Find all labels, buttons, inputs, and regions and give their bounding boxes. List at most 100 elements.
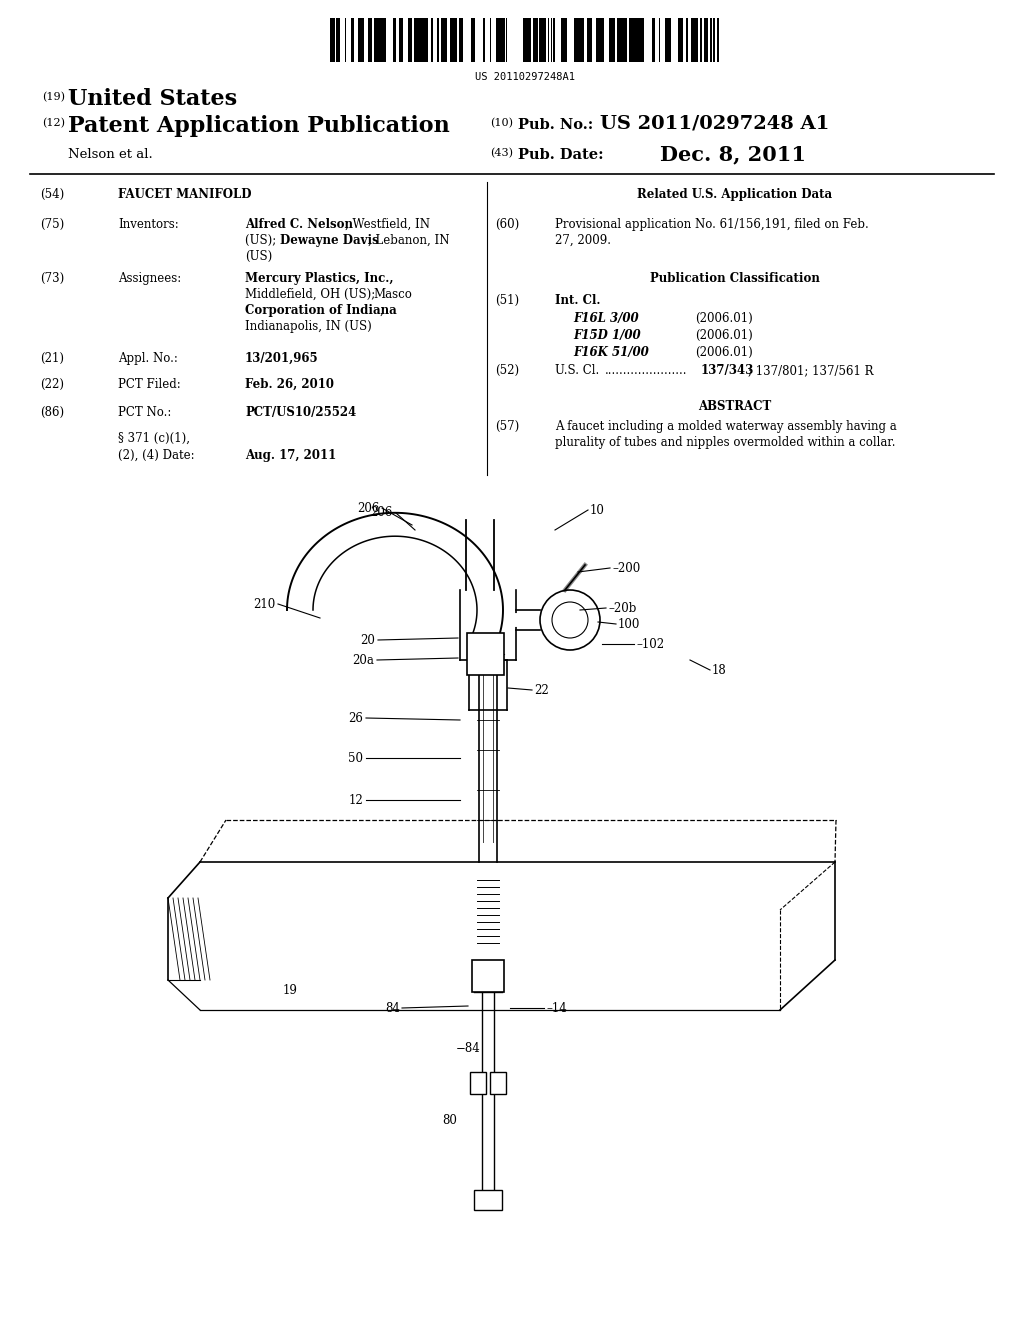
Bar bbox=[587, 18, 592, 62]
Text: (19): (19) bbox=[42, 92, 65, 103]
Bar bbox=[414, 18, 417, 62]
Text: (54): (54) bbox=[40, 187, 65, 201]
Text: –102: –102 bbox=[636, 638, 665, 651]
Text: (86): (86) bbox=[40, 407, 65, 418]
Bar bbox=[425, 18, 428, 62]
Text: A faucet including a molded waterway assembly having a: A faucet including a molded waterway ass… bbox=[555, 420, 897, 433]
Bar bbox=[539, 18, 542, 62]
Text: Aug. 17, 2011: Aug. 17, 2011 bbox=[245, 449, 336, 462]
Bar bbox=[686, 18, 688, 62]
Text: Pub. Date:: Pub. Date: bbox=[518, 148, 603, 162]
Text: –200: –200 bbox=[612, 561, 640, 574]
Bar bbox=[713, 18, 715, 62]
Text: F16L 3/00: F16L 3/00 bbox=[573, 312, 639, 325]
Bar bbox=[337, 18, 339, 62]
Bar bbox=[450, 18, 454, 62]
Bar bbox=[459, 18, 462, 62]
Text: 84: 84 bbox=[385, 1002, 400, 1015]
Bar bbox=[620, 18, 624, 62]
Text: Dec. 8, 2011: Dec. 8, 2011 bbox=[660, 144, 806, 164]
Text: 27, 2009.: 27, 2009. bbox=[555, 234, 611, 247]
Text: (2), (4) Date:: (2), (4) Date: bbox=[118, 449, 195, 462]
Text: (75): (75) bbox=[40, 218, 65, 231]
Text: 20a: 20a bbox=[352, 653, 374, 667]
Text: (52): (52) bbox=[495, 364, 519, 378]
Text: 12: 12 bbox=[348, 793, 362, 807]
Text: Provisional application No. 61/156,191, filed on Feb.: Provisional application No. 61/156,191, … bbox=[555, 218, 868, 231]
Bar bbox=[496, 18, 499, 62]
Text: 18: 18 bbox=[712, 664, 727, 676]
Text: Dewayne Davis: Dewayne Davis bbox=[280, 234, 379, 247]
Text: US 20110297248A1: US 20110297248A1 bbox=[475, 73, 575, 82]
Text: Pub. No.:: Pub. No.: bbox=[518, 117, 593, 132]
Text: ,: , bbox=[380, 304, 384, 317]
Bar bbox=[472, 960, 504, 993]
Bar bbox=[454, 18, 457, 62]
Bar bbox=[578, 18, 581, 62]
Bar bbox=[437, 18, 439, 62]
Bar bbox=[668, 18, 671, 62]
Bar bbox=[523, 18, 527, 62]
Bar bbox=[422, 18, 425, 62]
Bar bbox=[705, 18, 708, 62]
Text: ......................: ...................... bbox=[605, 364, 687, 378]
Text: ABSTRACT: ABSTRACT bbox=[698, 400, 772, 413]
Text: PCT No.:: PCT No.: bbox=[118, 407, 171, 418]
Text: Indianapolis, IN (US): Indianapolis, IN (US) bbox=[245, 319, 372, 333]
Text: Related U.S. Application Data: Related U.S. Application Data bbox=[637, 187, 833, 201]
Text: 206: 206 bbox=[371, 507, 393, 520]
Text: 20: 20 bbox=[360, 634, 375, 647]
Text: Assignees:: Assignees: bbox=[118, 272, 181, 285]
Bar bbox=[553, 18, 555, 62]
Bar bbox=[581, 18, 583, 62]
Text: (73): (73) bbox=[40, 272, 65, 285]
Text: US 2011/0297248 A1: US 2011/0297248 A1 bbox=[600, 115, 829, 133]
Text: Masco: Masco bbox=[373, 288, 412, 301]
Text: 80: 80 bbox=[442, 1114, 458, 1126]
Bar bbox=[534, 18, 538, 62]
Text: (US);: (US); bbox=[245, 234, 280, 247]
Bar bbox=[636, 18, 638, 62]
Text: U.S. Cl.: U.S. Cl. bbox=[555, 364, 599, 378]
Text: −84: −84 bbox=[456, 1041, 480, 1055]
Text: Nelson et al.: Nelson et al. bbox=[68, 148, 153, 161]
Text: (10): (10) bbox=[490, 117, 513, 128]
Text: Mercury Plastics, Inc.,: Mercury Plastics, Inc., bbox=[245, 272, 393, 285]
Text: § 371 (c)(1),: § 371 (c)(1), bbox=[118, 432, 190, 445]
Bar bbox=[717, 18, 719, 62]
Bar bbox=[696, 18, 698, 62]
Bar bbox=[528, 18, 531, 62]
Text: (2006.01): (2006.01) bbox=[695, 346, 753, 359]
Text: plurality of tubes and nipples overmolded within a collar.: plurality of tubes and nipples overmolde… bbox=[555, 436, 896, 449]
Text: (2006.01): (2006.01) bbox=[695, 329, 753, 342]
Text: (12): (12) bbox=[42, 117, 65, 128]
Text: 50: 50 bbox=[348, 751, 362, 764]
Bar bbox=[679, 18, 683, 62]
Bar bbox=[574, 18, 578, 62]
Text: 19: 19 bbox=[283, 983, 298, 997]
Text: Inventors:: Inventors: bbox=[118, 218, 179, 231]
Text: United States: United States bbox=[68, 88, 238, 110]
Text: Alfred C. Nelson: Alfred C. Nelson bbox=[245, 218, 353, 231]
Text: Middlefield, OH (US);: Middlefield, OH (US); bbox=[245, 288, 379, 301]
Bar bbox=[330, 18, 332, 62]
Bar bbox=[691, 18, 696, 62]
Text: 210: 210 bbox=[253, 598, 275, 610]
Text: 26: 26 bbox=[348, 711, 362, 725]
Bar bbox=[473, 18, 475, 62]
Text: (57): (57) bbox=[495, 420, 519, 433]
Bar bbox=[441, 18, 445, 62]
Text: FAUCET MANIFOLD: FAUCET MANIFOLD bbox=[118, 187, 252, 201]
Bar bbox=[417, 18, 421, 62]
Bar bbox=[597, 18, 599, 62]
Text: Feb. 26, 2010: Feb. 26, 2010 bbox=[245, 378, 334, 391]
Bar bbox=[351, 18, 353, 62]
Bar bbox=[564, 18, 567, 62]
Text: (21): (21) bbox=[40, 352, 63, 366]
Text: PCT/US10/25524: PCT/US10/25524 bbox=[245, 407, 356, 418]
Text: Appl. No.:: Appl. No.: bbox=[118, 352, 178, 366]
Bar bbox=[599, 18, 604, 62]
Bar bbox=[617, 18, 618, 62]
Bar bbox=[624, 18, 627, 62]
Text: 137/343: 137/343 bbox=[701, 364, 755, 378]
